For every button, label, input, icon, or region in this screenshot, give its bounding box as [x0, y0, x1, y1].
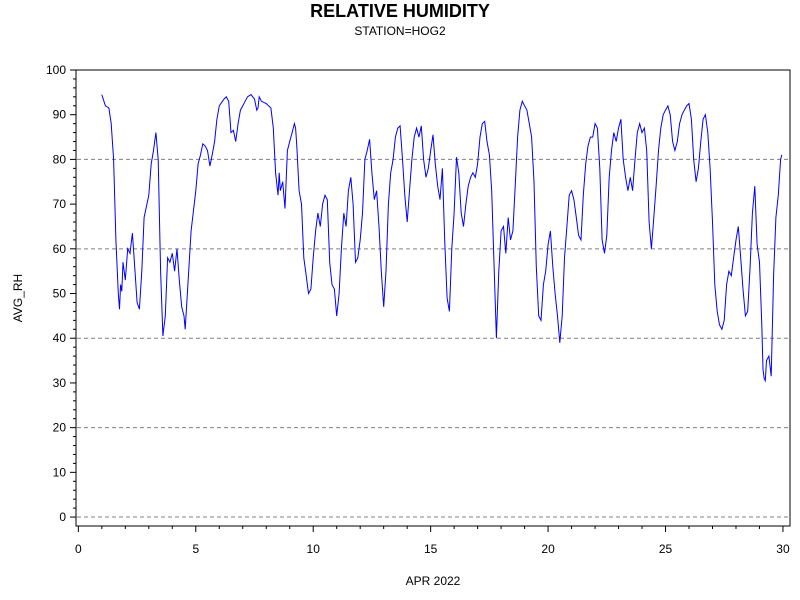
- x-tick-label: 10: [307, 542, 321, 556]
- x-tick-label: 20: [541, 542, 555, 556]
- y-tick-label: 10: [53, 465, 67, 479]
- y-tick-label: 60: [53, 242, 67, 256]
- x-axis-title: APR 2022: [406, 574, 461, 588]
- y-axis: 0 10 20 30 40 50 60 70 80 90 100: [46, 63, 76, 524]
- chart-subtitle: STATION=HOG2: [354, 24, 446, 38]
- x-tick-label: 30: [776, 542, 790, 556]
- x-tick-label: 15: [424, 542, 438, 556]
- x-axis: 0 5 10 15 20 25 30: [75, 526, 790, 556]
- series-line-avg-rh: [101, 93, 783, 383]
- x-tick-label: 0: [75, 542, 82, 556]
- y-axis-title: AVG_RH: [11, 274, 25, 322]
- x-tick-label: 25: [659, 542, 673, 556]
- y-tick-label: 90: [53, 108, 67, 122]
- chart-title: RELATIVE HUMIDITY: [310, 1, 490, 21]
- y-tick-label: 0: [59, 510, 66, 524]
- y-tick-label: 70: [53, 197, 67, 211]
- plot-frame: [75, 69, 791, 527]
- y-tick-label: 50: [53, 287, 67, 301]
- y-tick-label: 80: [53, 152, 67, 166]
- x-tick-label: 5: [192, 542, 199, 556]
- y-tick-label: 40: [53, 331, 67, 345]
- y-tick-label: 100: [46, 63, 66, 77]
- y-tick-label: 20: [53, 421, 67, 435]
- y-tick-label: 30: [53, 376, 67, 390]
